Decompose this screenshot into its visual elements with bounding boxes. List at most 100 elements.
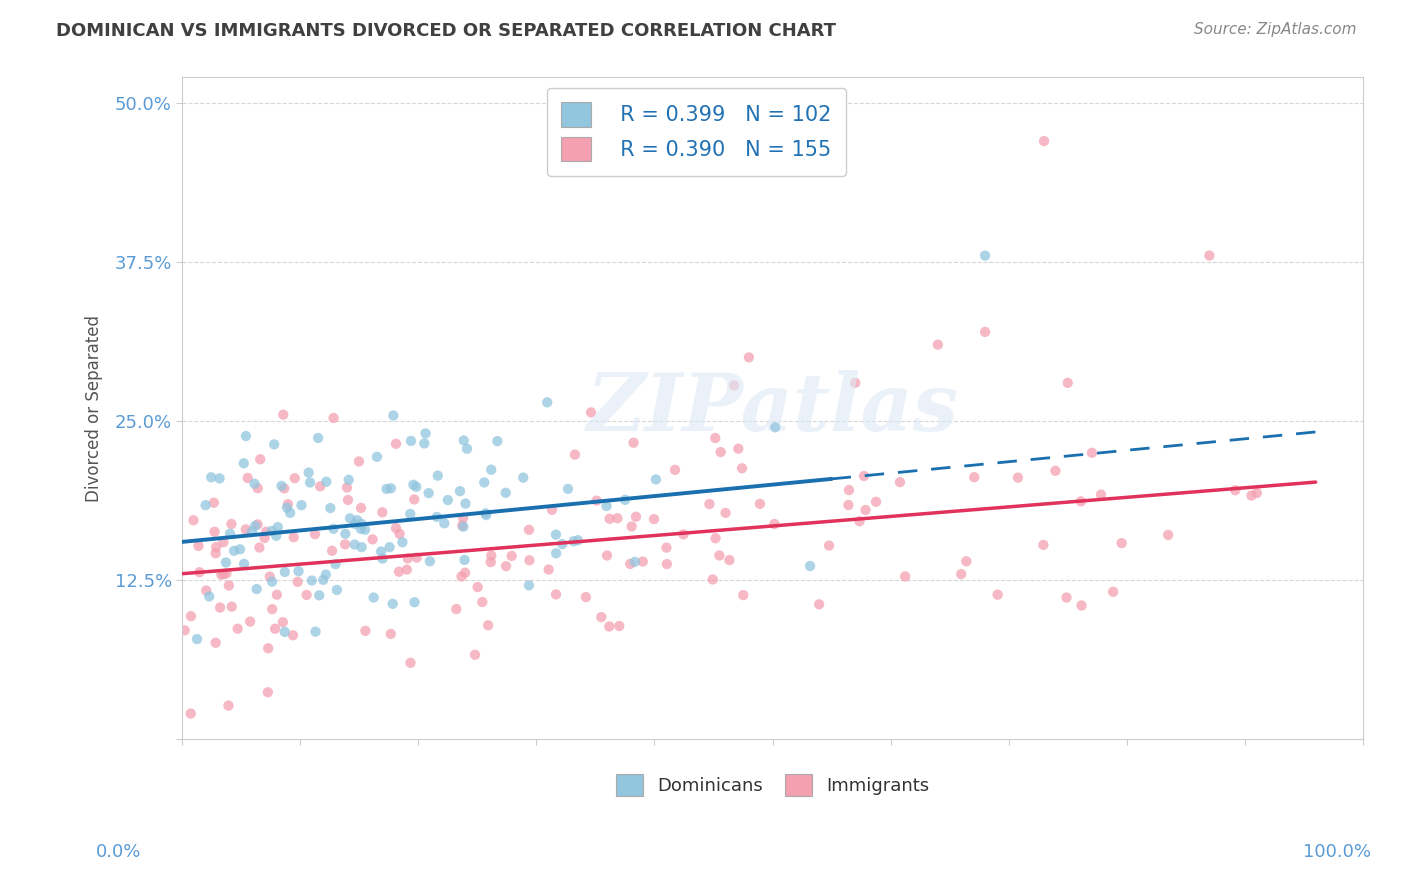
Point [287, 564, 309, 578]
Point [366, 450, 388, 464]
Point [204, 636, 226, 650]
Point [614, 492, 637, 507]
Point [655, 557, 678, 571]
Point [246, 582, 269, 596]
Point [361, 533, 384, 547]
Point [1007, 470, 1029, 484]
Point [838, 483, 860, 497]
Point [718, 553, 741, 567]
Point [471, 595, 494, 609]
Point [221, 516, 243, 531]
Point [183, 513, 205, 527]
Point [474, 507, 496, 521]
Point [1198, 249, 1220, 263]
Point [848, 514, 870, 528]
Point [562, 534, 585, 549]
Point [643, 512, 665, 526]
Point [278, 506, 301, 520]
Point [371, 551, 394, 566]
Point [336, 493, 359, 508]
Point [426, 468, 449, 483]
Point [235, 522, 257, 536]
Point [322, 522, 344, 536]
Point [208, 471, 231, 485]
Point [315, 475, 337, 489]
Point [205, 540, 228, 554]
Point [446, 602, 468, 616]
Point [226, 622, 249, 636]
Point [215, 556, 238, 570]
Point [1033, 134, 1056, 148]
Point [299, 475, 322, 490]
Point [209, 600, 232, 615]
Point [263, 437, 285, 451]
Point [391, 535, 413, 549]
Point [287, 574, 309, 589]
Point [249, 541, 271, 555]
Point [1111, 536, 1133, 550]
Point [464, 648, 486, 662]
Point [551, 537, 574, 551]
Point [276, 500, 298, 515]
Point [655, 541, 678, 555]
Point [233, 557, 256, 571]
Point [382, 409, 405, 423]
Point [221, 599, 243, 614]
Point [704, 431, 727, 445]
Point [336, 481, 359, 495]
Point [963, 470, 986, 484]
Point [453, 553, 475, 567]
Point [479, 555, 502, 569]
Point [277, 497, 299, 511]
Point [218, 578, 240, 592]
Point [456, 442, 478, 456]
Point [217, 698, 239, 713]
Point [1102, 584, 1125, 599]
Point [264, 529, 287, 543]
Point [844, 376, 866, 390]
Point [235, 429, 257, 443]
Point [544, 527, 567, 541]
Point [454, 566, 477, 580]
Point [450, 569, 472, 583]
Point [375, 482, 398, 496]
Text: DOMINICAN VS IMMIGRANTS DIVORCED OR SEPARATED CORRELATION CHART: DOMINICAN VS IMMIGRANTS DIVORCED OR SEPA… [56, 22, 837, 40]
Point [479, 549, 502, 563]
Point [501, 549, 523, 563]
Point [564, 448, 586, 462]
Point [284, 471, 307, 485]
Point [260, 574, 283, 589]
Point [595, 499, 617, 513]
Point [246, 517, 269, 532]
Point [710, 445, 733, 459]
Point [1246, 486, 1268, 500]
Point [738, 351, 761, 365]
Point [337, 473, 360, 487]
Point [186, 632, 208, 646]
Point [575, 590, 598, 604]
Point [188, 565, 211, 579]
Point [418, 486, 440, 500]
Point [451, 510, 474, 524]
Text: 100.0%: 100.0% [1303, 843, 1371, 861]
Point [295, 588, 318, 602]
Point [596, 549, 619, 563]
Point [699, 497, 721, 511]
Point [195, 583, 218, 598]
Point [1070, 494, 1092, 508]
Point [1225, 483, 1247, 498]
Point [495, 485, 517, 500]
Point [855, 503, 877, 517]
Point [579, 405, 602, 419]
Point [396, 551, 419, 566]
Point [512, 470, 534, 484]
Text: ZIPatlas: ZIPatlas [586, 369, 959, 447]
Point [567, 533, 589, 548]
Point [180, 609, 202, 624]
Point [472, 475, 495, 490]
Point [270, 479, 292, 493]
Point [187, 539, 209, 553]
Point [350, 500, 373, 515]
Point [799, 559, 821, 574]
Point [346, 513, 368, 527]
